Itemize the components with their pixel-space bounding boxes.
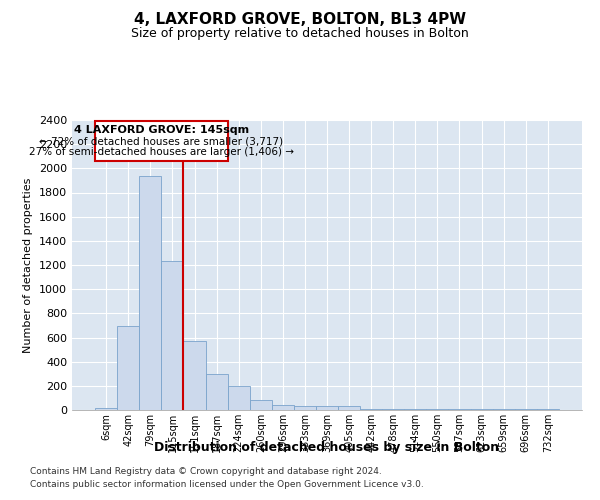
Text: Contains HM Land Registry data © Crown copyright and database right 2024.: Contains HM Land Registry data © Crown c…	[30, 467, 382, 476]
Bar	[184, 340, 206, 410]
Text: 4, LAXFORD GROVE, BOLTON, BL3 4PW: 4, LAXFORD GROVE, BOLTON, BL3 4PW	[134, 12, 466, 28]
Bar	[338, 406, 360, 410]
Text: Size of property relative to detached houses in Bolton: Size of property relative to detached ho…	[131, 28, 469, 40]
Bar	[161, 262, 184, 410]
Bar	[95, 408, 117, 410]
Text: Contains public sector information licensed under the Open Government Licence v3: Contains public sector information licen…	[30, 480, 424, 489]
Bar	[294, 406, 316, 410]
Text: Distribution of detached houses by size in Bolton: Distribution of detached houses by size …	[154, 441, 500, 454]
Bar	[316, 406, 338, 410]
Bar	[139, 176, 161, 410]
Text: ← 72% of detached houses are smaller (3,717): ← 72% of detached houses are smaller (3,…	[40, 136, 283, 146]
Text: 4 LAXFORD GROVE: 145sqm: 4 LAXFORD GROVE: 145sqm	[74, 125, 249, 135]
Bar	[206, 374, 227, 410]
Bar	[272, 404, 294, 410]
Text: 27% of semi-detached houses are larger (1,406) →: 27% of semi-detached houses are larger (…	[29, 148, 294, 158]
Y-axis label: Number of detached properties: Number of detached properties	[23, 178, 34, 352]
Bar	[250, 400, 272, 410]
FancyBboxPatch shape	[95, 121, 227, 161]
Bar	[117, 326, 139, 410]
Bar	[227, 386, 250, 410]
